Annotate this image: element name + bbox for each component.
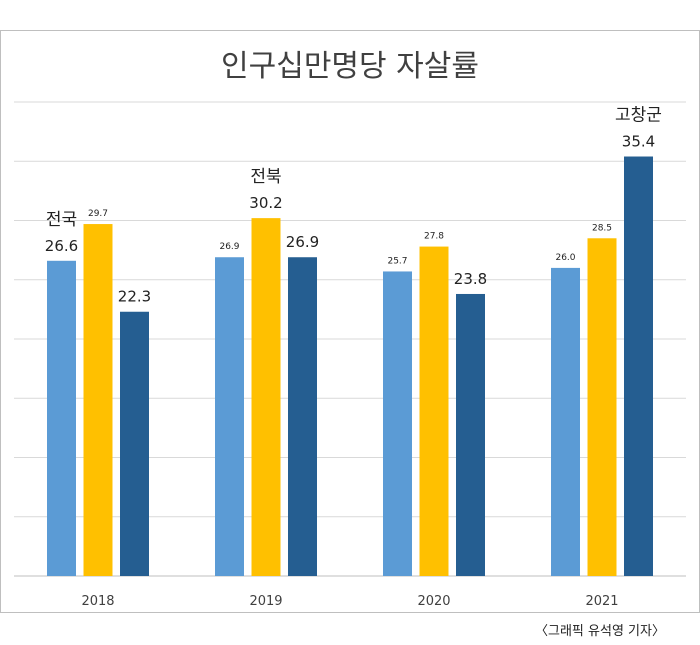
data-label-national-2021: 26.0 [555, 253, 575, 263]
bar-gochang-2019 [288, 257, 317, 576]
bar-jeonbuk-2019 [251, 218, 281, 576]
graphic-credit: 〈그래픽 유석영 기자〉 [535, 624, 665, 639]
chart-border [0, 30, 700, 613]
bar-gochang-2021 [624, 156, 653, 576]
bar-gochang-2020 [456, 293, 485, 576]
data-label-gochang-2019: 26.9 [286, 233, 319, 251]
bar-jeonbuk-2018 [83, 224, 113, 576]
data-label-national-2018: 26.6 [45, 237, 78, 255]
data-label-jeonbuk-2019: 30.2 [249, 194, 282, 212]
bar-national-2018 [47, 260, 76, 576]
annotation-gochang: 고창군 [615, 106, 662, 126]
data-label-national-2019: 26.9 [219, 242, 239, 252]
data-labels: 26.6 29.7 22.3 26.9 30.2 26.9 25.7 27.8 23.8 26.0… [45, 133, 655, 306]
bar-jeonbuk-2020 [419, 246, 449, 576]
x-tick-label-2021: 2021 [585, 594, 618, 609]
data-label-gochang-2020: 23.8 [454, 270, 487, 288]
bar-jeonbuk-2021 [587, 238, 617, 576]
data-label-jeonbuk-2021: 28.5 [592, 223, 612, 233]
data-label-jeonbuk-2018: 29.7 [88, 209, 108, 219]
bar-national-2020 [383, 271, 412, 576]
annotations: 전국 전북 고창군 [46, 106, 662, 230]
annotation-jeonbuk: 전북 [250, 167, 281, 187]
data-label-jeonbuk-2020: 27.8 [424, 232, 444, 242]
bar-national-2019 [215, 257, 244, 576]
chart-title: 인구십만명당 자살률 [221, 49, 479, 84]
bars [47, 156, 653, 576]
data-label-national-2020: 25.7 [387, 256, 407, 266]
x-axis: 2018 2019 2020 2021 [81, 594, 618, 609]
data-label-gochang-2021: 35.4 [622, 133, 655, 151]
x-tick-label-2018: 2018 [81, 594, 114, 609]
bar-gochang-2018 [120, 311, 149, 576]
x-tick-label-2020: 2020 [417, 594, 450, 609]
annotation-national: 전국 [46, 210, 77, 230]
x-tick-label-2019: 2019 [249, 594, 282, 609]
bar-national-2021 [551, 267, 580, 576]
data-label-gochang-2018: 22.3 [118, 288, 151, 306]
